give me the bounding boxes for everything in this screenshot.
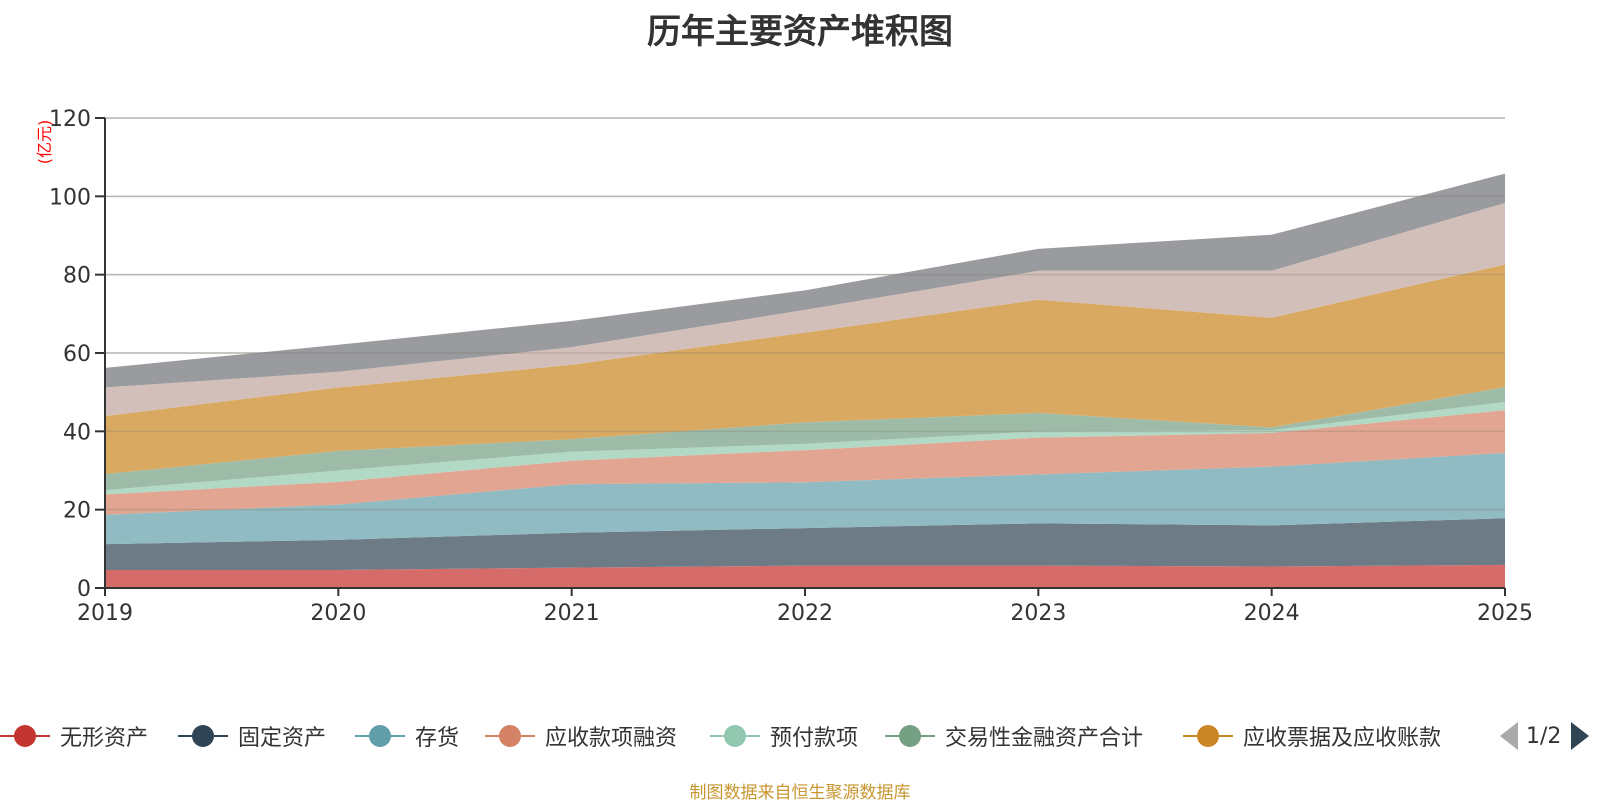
legend-label: 应收款项融资	[545, 726, 678, 751]
legend-marker-icon	[355, 724, 405, 748]
x-tick-label: 2020	[310, 601, 366, 626]
y-tick-label: 60	[63, 342, 91, 367]
legend: 无形资产 固定资产 存货 应收款项融资 预付款项 交易性金融资产合计 应收票据及应收账款	[0, 718, 1600, 754]
legend-item[interactable]: 预付款项	[710, 718, 858, 754]
area-series-4	[105, 401, 1505, 495]
y-tick-label: 80	[63, 264, 91, 289]
legend-marker-icon	[0, 724, 50, 748]
legend-item[interactable]: 交易性金融资产合计	[885, 718, 1143, 754]
area-series-7	[105, 202, 1505, 417]
area-series-2	[105, 452, 1505, 545]
legend-label: 存货	[415, 726, 460, 751]
area-series-1	[105, 518, 1505, 570]
x-tick-label: 2019	[77, 601, 133, 626]
legend-label: 固定资产	[238, 726, 327, 751]
legend-marker-icon	[885, 724, 935, 748]
y-tick-label: 100	[49, 185, 91, 210]
legend-page-indicator: 1/2	[1526, 723, 1562, 749]
x-tick-label: 2024	[1244, 601, 1300, 626]
chart-title: 历年主要资产堆积图	[647, 12, 953, 52]
area-series	[105, 117, 1505, 588]
legend-label: 预付款项	[770, 726, 859, 751]
data-source-footer: 制图数据来自恒生聚源数据库	[689, 783, 911, 803]
chart-plot: 0 20 40 60 80 100 120 2019 2020 2021 2022 2023 2024 2…	[35, 107, 1533, 626]
legend-marker-icon	[178, 724, 228, 748]
legend-item[interactable]: 存货	[355, 718, 459, 754]
x-tick-label: 2025	[1477, 601, 1533, 626]
legend-marker-icon	[710, 724, 760, 748]
legend-marker-icon	[485, 724, 535, 748]
x-tick-label: 2023	[1010, 601, 1066, 626]
legend-item[interactable]: 应收款项融资	[485, 718, 677, 754]
legend-label: 无形资产	[60, 726, 149, 751]
axes: 0 20 40 60 80 100 120 2019 2020 2021 2022 2023 2024 2…	[49, 107, 1533, 626]
area-series-0	[105, 564, 1505, 588]
y-tick-label: 20	[63, 499, 91, 524]
area-series-5	[105, 387, 1505, 491]
legend-marker-icon	[1183, 724, 1233, 748]
legend-item[interactable]: 应收票据及应收账款	[1183, 718, 1441, 754]
legend-next-page-arrow-icon[interactable]	[1571, 722, 1590, 750]
legend-item[interactable]: 固定资产	[178, 718, 326, 754]
legend-pager: 1/2	[1500, 718, 1590, 754]
y-tick-label: 40	[63, 420, 91, 445]
legend-item[interactable]: 无形资产	[0, 718, 148, 754]
legend-prev-page-arrow-icon[interactable]	[1500, 722, 1518, 750]
legend-label: 应收票据及应收账款	[1243, 726, 1442, 751]
area-series-3	[105, 410, 1505, 515]
area-series-8	[105, 173, 1505, 388]
y-axis-unit-label: (亿元)	[35, 120, 54, 165]
x-tick-label: 2021	[544, 601, 600, 626]
y-tick-label: 0	[77, 577, 91, 602]
legend-label: 交易性金融资产合计	[945, 726, 1144, 751]
area-series-6	[105, 264, 1505, 475]
x-tick-label: 2022	[777, 601, 833, 626]
y-tick-label: 120	[49, 107, 91, 132]
